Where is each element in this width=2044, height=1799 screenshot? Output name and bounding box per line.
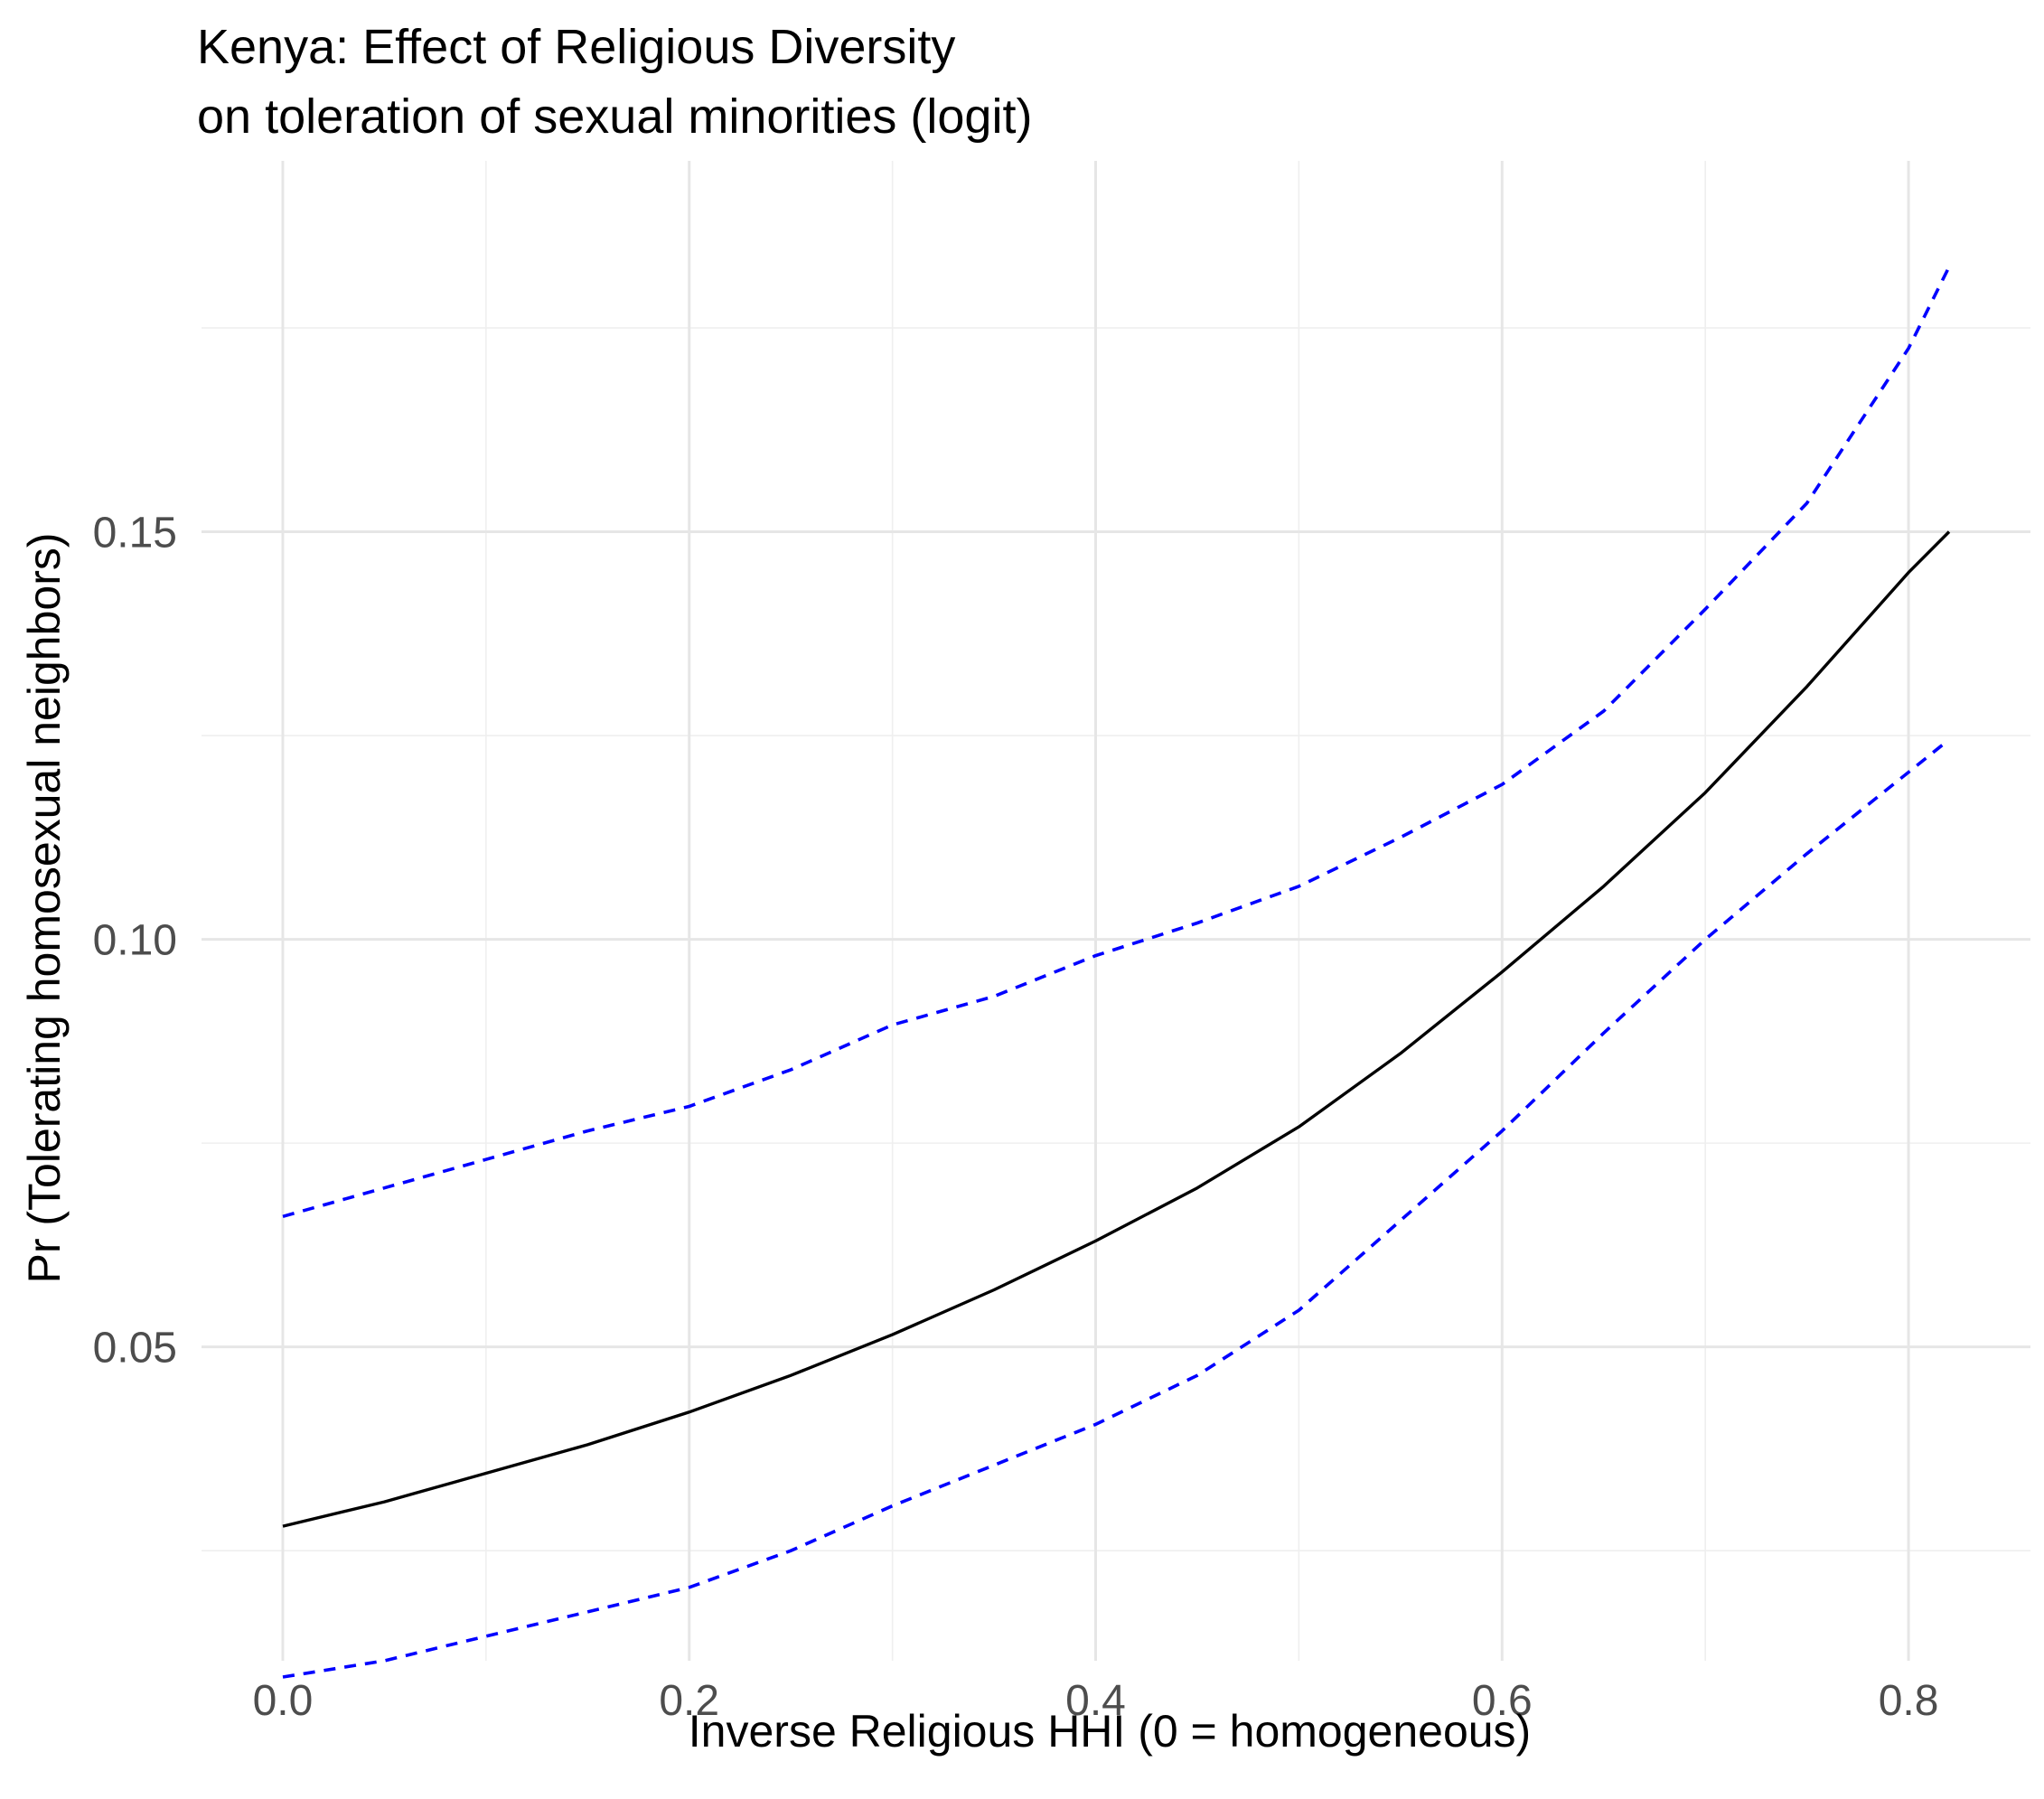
confidence-bound-line: [282, 738, 1951, 1679]
predicted-probability-line: [282, 530, 1951, 1528]
x-tick-label: 0.0: [253, 1677, 314, 1725]
x-tick-label: 0.2: [659, 1677, 719, 1725]
x-axis-title: Inverse Religious HHI (0 = homogeneous): [689, 1706, 1531, 1757]
x-tick-label: 0.6: [1472, 1677, 1533, 1725]
grid-lines: [202, 161, 2030, 1661]
confidence-bound-line: [282, 266, 1951, 1219]
y-axis-title: Pr (Tolerating homosexual neighbors): [19, 533, 70, 1284]
x-tick-label: 0.4: [1065, 1677, 1126, 1725]
series-lines: [282, 266, 1951, 1679]
y-tick-label: 0.15: [93, 509, 177, 557]
tick-labels: 0.0 0.2 0.4 0.6 0.8 0.05 0.10 0.15: [93, 509, 1939, 1725]
y-tick-label: 0.05: [93, 1325, 177, 1373]
chart-subtitle: on toleration of sexual minorities (logi…: [197, 89, 1033, 144]
y-tick-label: 0.10: [93, 917, 177, 965]
x-tick-label: 0.8: [1879, 1677, 1939, 1725]
chart-title: Kenya: Effect of Religious Diversity: [197, 20, 956, 74]
